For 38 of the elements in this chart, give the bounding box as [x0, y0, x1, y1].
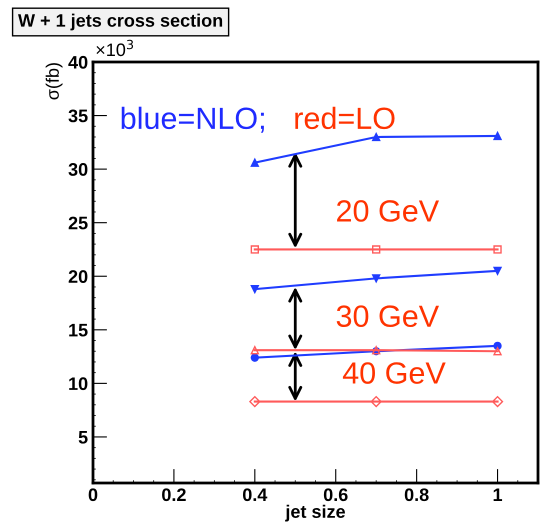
y-tick-label: 40 — [68, 56, 88, 69]
point — [250, 346, 259, 354]
point — [372, 274, 380, 283]
x-tick-label: 0.4 — [242, 488, 268, 502]
point — [250, 245, 259, 254]
point — [250, 353, 259, 362]
point — [250, 158, 259, 167]
point — [493, 245, 502, 254]
y-tick-label: 10 — [69, 377, 88, 390]
x-tick-label: 0.8 — [404, 488, 429, 502]
y-tick-label: 20 — [68, 270, 88, 283]
annotation: 40 GeV — [342, 362, 446, 384]
text: ×10$^{3}$ — [96, 40, 134, 56]
x-tick-label: 0.6 — [324, 488, 348, 502]
point — [249, 396, 260, 408]
x-tick-label: 1 — [494, 488, 502, 501]
y-tick-label: 5 — [78, 431, 88, 444]
annotation: red=LO — [295, 106, 395, 130]
x-tick-label: 0 — [88, 488, 98, 502]
point — [370, 396, 382, 408]
point — [492, 396, 504, 408]
point — [372, 132, 380, 142]
point — [250, 284, 259, 294]
y-axis-title: σ(fb) — [46, 63, 62, 100]
y-tick-label: 15 — [69, 324, 88, 337]
y-tick-label: 25 — [68, 216, 88, 230]
y-tick-label: 35 — [68, 109, 88, 122]
point — [493, 132, 502, 140]
annotation: blue=NLO; — [122, 106, 264, 133]
point — [493, 347, 502, 356]
point — [493, 266, 502, 276]
annotation: 30 GeV — [336, 305, 440, 328]
point — [372, 245, 380, 254]
annotation: 20 GeV — [337, 200, 440, 222]
y-tick-label: 30 — [68, 163, 88, 176]
x-axis-title: jet size — [285, 504, 345, 522]
chart-title: W + 1 jets cross section — [18, 14, 222, 30]
x-tick-label: 0.2 — [162, 488, 186, 502]
